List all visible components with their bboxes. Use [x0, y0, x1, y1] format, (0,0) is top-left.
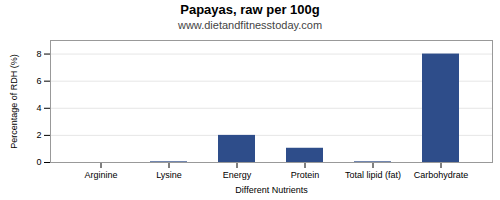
svg-text:Carbohydrate: Carbohydrate	[414, 170, 469, 180]
svg-text:Lysine: Lysine	[156, 170, 182, 180]
svg-text:8: 8	[36, 49, 41, 59]
svg-text:Total lipid (fat): Total lipid (fat)	[345, 170, 401, 180]
svg-text:Different Nutrients: Different Nutrients	[235, 185, 308, 195]
svg-text:6: 6	[36, 76, 41, 86]
svg-text:2: 2	[36, 130, 41, 140]
svg-text:Arginine: Arginine	[84, 170, 117, 180]
svg-text:Energy: Energy	[223, 170, 252, 180]
svg-text:Protein: Protein	[291, 170, 320, 180]
html-text:Papayas, raw per 100g: Papayas, raw per 100g	[180, 2, 320, 17]
svg-text:4: 4	[36, 103, 41, 113]
svg-text:0: 0	[36, 157, 41, 167]
svg-text:Percentage of RDH (%): Percentage of RDH (%)	[9, 54, 19, 149]
html-text:www.dietandfitnesstoday.com: www.dietandfitnesstoday.com	[178, 19, 322, 31]
